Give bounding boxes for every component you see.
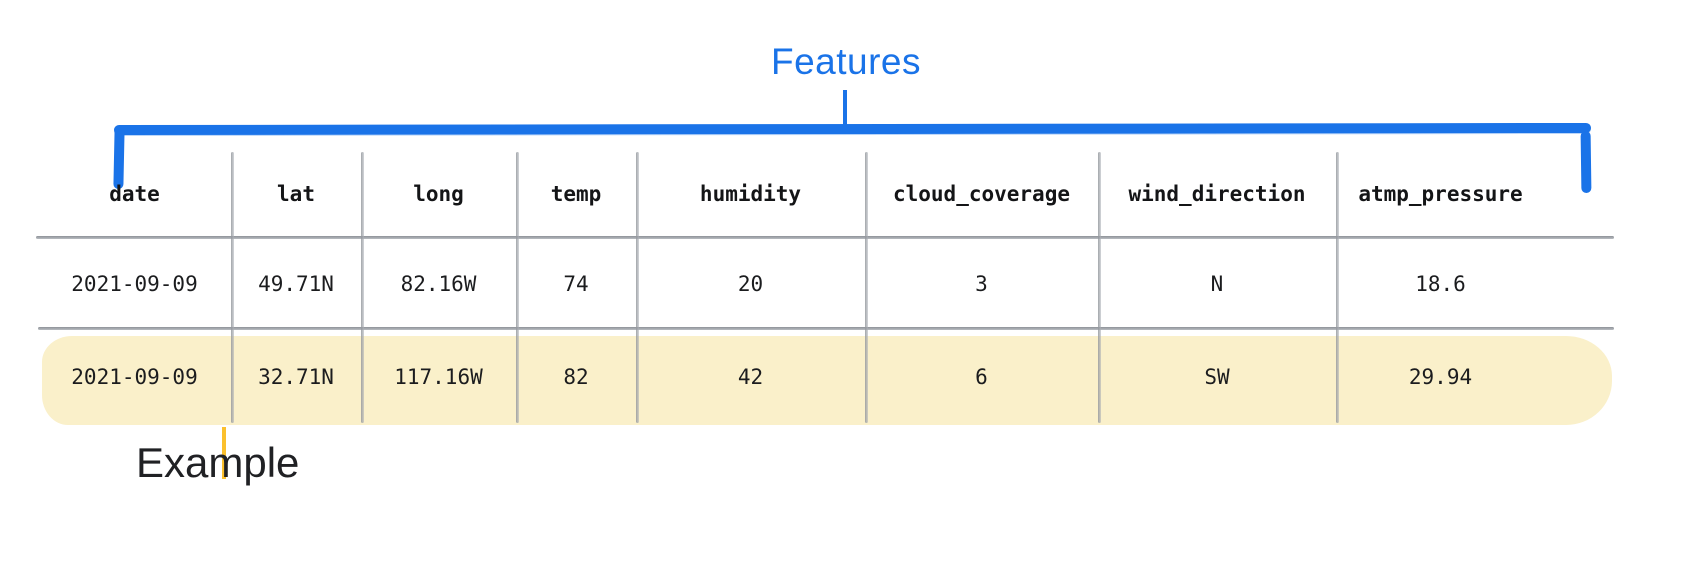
- features-brace-right-cap: [1580, 130, 1592, 194]
- data-cell-highlighted: 29.94: [1408, 365, 1473, 389]
- data-cell-highlighted: 82: [563, 365, 589, 389]
- features-connector-line: [843, 90, 847, 128]
- header-cell-lat: lat: [277, 182, 315, 206]
- column-divider: [516, 152, 519, 423]
- features-label: Features: [770, 41, 922, 82]
- column-divider: [636, 152, 639, 423]
- data-cell-highlighted: 32.71N: [258, 365, 334, 389]
- data-cell: 2021-09-09: [71, 272, 198, 296]
- data-cell: 82.16W: [400, 272, 477, 296]
- header-cell-temp: temp: [550, 182, 602, 206]
- column-divider: [1336, 152, 1339, 423]
- header-cell-date: date: [109, 182, 160, 206]
- data-cell: 20: [737, 272, 764, 296]
- example-label: Example: [136, 439, 300, 486]
- header-cell-humidity: humidity: [699, 182, 802, 206]
- header-cell-cloud-coverage: cloud_coverage: [892, 182, 1070, 206]
- header-cell-wind-direction: wind_direction: [1128, 182, 1306, 206]
- header-cell-long: long: [413, 182, 464, 206]
- column-divider: [361, 152, 364, 423]
- data-cell-highlighted: 117.16W: [394, 365, 483, 389]
- data-cell: 18.6: [1415, 272, 1466, 296]
- example-row-highlight: [42, 336, 1612, 425]
- data-cell: 74: [563, 272, 589, 296]
- example-pointer-line: [222, 427, 226, 479]
- data-cell: 49.71N: [258, 272, 334, 296]
- data-cell-highlighted: 42: [737, 365, 764, 389]
- data-cell: N: [1210, 272, 1224, 296]
- data-cell-highlighted: SW: [1204, 365, 1230, 389]
- row-separator-line: [38, 327, 1614, 330]
- dataset-table: date lat long temp humidity cloud_covera…: [38, 150, 1545, 424]
- column-divider: [865, 152, 868, 423]
- column-divider: [231, 152, 234, 423]
- column-divider: [1098, 152, 1101, 423]
- header-cell-atmp-pressure: atmp_pressure: [1358, 182, 1523, 206]
- data-cell: 3: [975, 272, 988, 296]
- data-cell-highlighted: 2021-09-09: [71, 365, 198, 389]
- features-brace-bar: [113, 122, 1592, 136]
- data-cell-highlighted: 6: [975, 365, 988, 389]
- header-underline: [36, 236, 1614, 239]
